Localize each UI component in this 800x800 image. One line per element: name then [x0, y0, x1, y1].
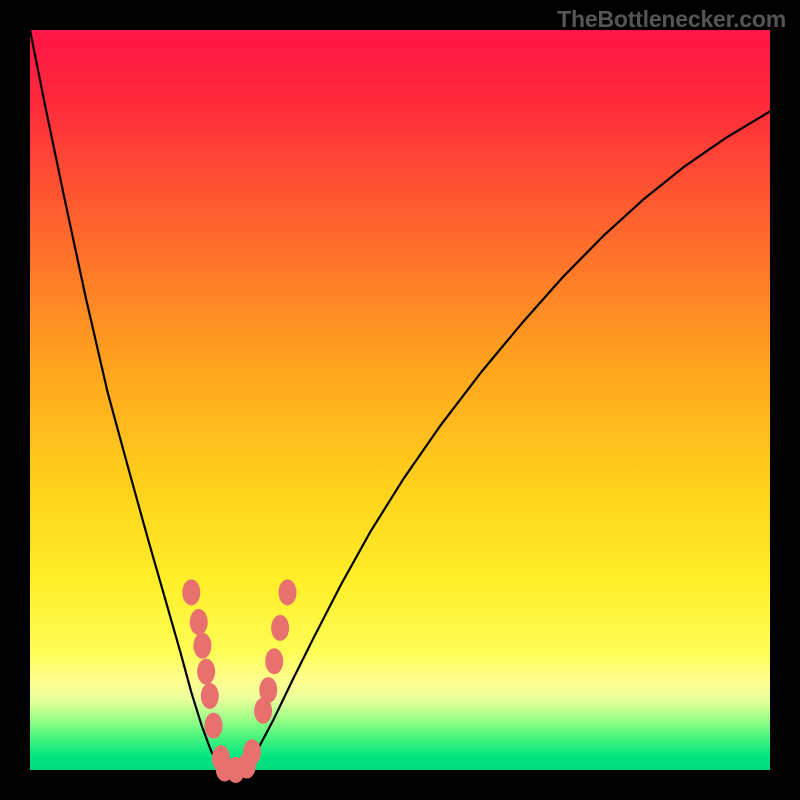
curve-marker: [279, 579, 297, 605]
curve-marker: [271, 615, 289, 641]
plot-background: [30, 30, 770, 770]
curve-marker: [259, 677, 277, 703]
curve-marker: [193, 633, 211, 659]
curve-marker: [197, 659, 215, 685]
curve-marker: [205, 713, 223, 739]
curve-marker: [201, 683, 219, 709]
watermark-text: TheBottlenecker.com: [557, 6, 786, 33]
curve-marker: [265, 648, 283, 674]
curve-marker: [190, 609, 208, 635]
curve-marker: [182, 579, 200, 605]
curve-marker: [243, 739, 261, 765]
gradient-plot: [0, 0, 800, 800]
